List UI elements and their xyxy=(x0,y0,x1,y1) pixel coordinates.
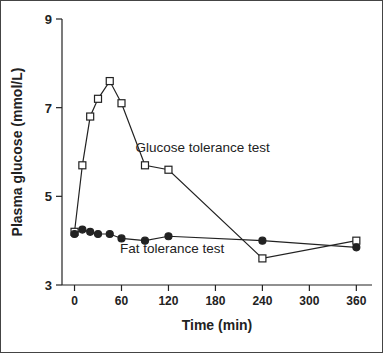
y-tick xyxy=(56,284,62,285)
data-point xyxy=(259,237,266,244)
y-tick xyxy=(56,196,62,197)
x-axis-label: Time (min) xyxy=(182,317,253,333)
data-point xyxy=(79,226,86,233)
data-point xyxy=(165,233,172,240)
x-tick xyxy=(215,285,216,291)
x-tick xyxy=(74,285,75,291)
data-point xyxy=(165,166,172,173)
data-point xyxy=(353,237,360,244)
chart: 3 5 7 9 0 60 120 180 240 300 360 Time (min) Plasma g… xyxy=(0,0,383,353)
x-tick-label: 240 xyxy=(252,294,272,308)
y-tick-label: 9 xyxy=(45,12,52,27)
data-point xyxy=(71,231,78,238)
series-label: Fat tolerance test xyxy=(120,241,225,256)
x-tick-label: 60 xyxy=(115,294,129,308)
plot-area xyxy=(71,78,360,262)
x-tick xyxy=(356,285,357,291)
x-axis xyxy=(62,284,372,285)
x-tick-label: 360 xyxy=(346,294,366,308)
data-point xyxy=(118,100,125,107)
x-tick xyxy=(121,285,122,291)
x-tick-label: 0 xyxy=(71,294,78,308)
x-tick-label: 300 xyxy=(299,294,319,308)
series-label: Glucose tolerance test xyxy=(135,140,270,155)
data-point xyxy=(106,231,113,238)
x-tick xyxy=(168,285,169,291)
data-point xyxy=(95,95,102,102)
x-tick-label: 180 xyxy=(205,294,225,308)
data-point xyxy=(141,162,148,169)
data-point xyxy=(353,244,360,251)
data-point xyxy=(87,228,94,235)
y-axis xyxy=(61,19,62,285)
x-tick xyxy=(309,285,310,291)
data-point xyxy=(79,162,86,169)
y-tick-label: 5 xyxy=(45,189,52,204)
data-point xyxy=(95,231,102,238)
x-tick xyxy=(262,285,263,291)
y-tick-label: 7 xyxy=(45,101,52,116)
y-tick xyxy=(56,107,62,108)
x-tick-label: 120 xyxy=(158,294,178,308)
y-tick xyxy=(56,18,62,19)
data-point xyxy=(106,78,113,85)
chart-container: 3 5 7 9 0 60 120 180 240 300 360 Time (min) Plasma g… xyxy=(0,0,383,353)
data-point xyxy=(259,255,266,262)
border xyxy=(1,1,383,353)
series-line xyxy=(75,81,357,258)
data-point xyxy=(87,113,94,120)
y-tick-label: 3 xyxy=(45,278,52,293)
y-axis-label: Plasma glucose (mmol/L) xyxy=(9,68,25,237)
